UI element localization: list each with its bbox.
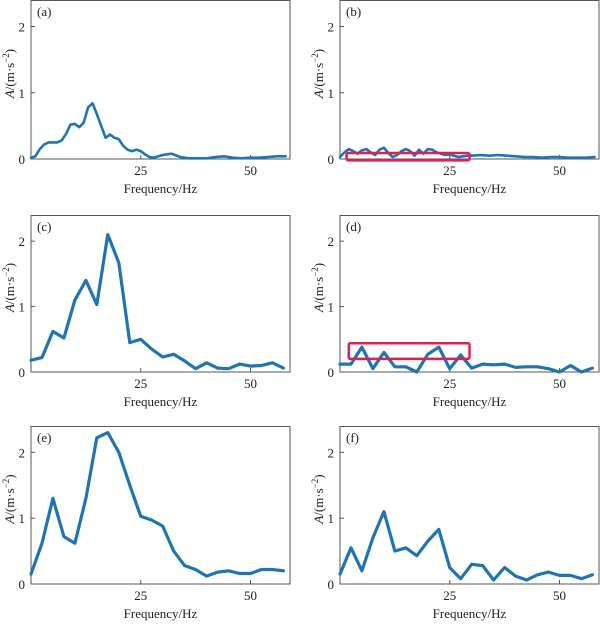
x-tick-label: 50 [244, 163, 257, 178]
y-axis-label: A/(m·s−2) [310, 263, 326, 313]
panel-label: (d) [346, 219, 361, 234]
panel-label: (e) [37, 430, 51, 445]
x-tick-label: 25 [443, 588, 456, 603]
plot-frame [339, 426, 600, 585]
x-tick-label: 25 [134, 588, 147, 603]
plot-frame [339, 0, 600, 160]
x-tick-label: 25 [443, 163, 456, 178]
y-tick-label: 2 [328, 445, 335, 460]
x-tick-label: 50 [244, 588, 257, 603]
x-tick-label: 50 [244, 376, 257, 391]
panel-label: (b) [346, 4, 361, 19]
plot-frame [339, 215, 600, 373]
y-tick-label: 2 [19, 234, 26, 249]
y-tick-label: 1 [19, 511, 26, 526]
highlight-box [345, 151, 471, 162]
x-axis-label: Frequency/Hz [433, 606, 507, 621]
series-line [338, 510, 595, 582]
x-tick-label: 50 [553, 376, 566, 391]
y-tick-label: 2 [19, 20, 26, 35]
x-tick-label: 25 [443, 376, 456, 391]
x-axis-label: Frequency/Hz [124, 181, 198, 196]
x-tick-label: 25 [134, 163, 147, 178]
y-tick-label: 1 [19, 86, 26, 101]
y-tick-label: 0 [19, 152, 26, 167]
series-line [29, 102, 287, 160]
y-tick-label: 0 [19, 577, 26, 592]
series-line [29, 233, 285, 371]
y-tick-label: 0 [19, 365, 26, 380]
y-axis-label: A/(m·s−2) [1, 49, 17, 99]
y-axis-label: A/(m·s−2) [310, 49, 326, 99]
y-tick-label: 0 [328, 577, 335, 592]
plot-frame [30, 0, 291, 160]
plot-frame [30, 215, 291, 373]
y-axis-label: A/(m·s−2) [1, 474, 17, 524]
series-line [338, 345, 595, 374]
highlight-box [347, 341, 471, 361]
y-tick-label: 0 [328, 152, 335, 167]
x-axis-label: Frequency/Hz [433, 394, 507, 409]
x-axis-label: Frequency/Hz [124, 606, 198, 621]
y-axis-label: A/(m·s−2) [310, 474, 326, 524]
panel-label: (c) [37, 219, 51, 234]
y-tick-label: 1 [328, 86, 335, 101]
x-tick-label: 50 [553, 588, 566, 603]
y-tick-label: 1 [328, 511, 335, 526]
x-axis-label: Frequency/Hz [433, 181, 507, 196]
y-tick-label: 2 [19, 445, 26, 460]
x-axis-label: Frequency/Hz [124, 394, 198, 409]
plot-frame [30, 426, 291, 585]
y-tick-label: 1 [19, 300, 26, 315]
y-tick-label: 1 [328, 300, 335, 315]
y-tick-label: 2 [328, 20, 335, 35]
y-tick-label: 0 [328, 365, 335, 380]
panel-label: (f) [346, 430, 359, 445]
series-line [29, 431, 285, 578]
x-tick-label: 25 [134, 376, 147, 391]
y-axis-label: A/(m·s−2) [1, 263, 17, 313]
x-tick-label: 50 [553, 163, 566, 178]
panel-label: (a) [37, 4, 51, 19]
y-tick-label: 2 [328, 234, 335, 249]
